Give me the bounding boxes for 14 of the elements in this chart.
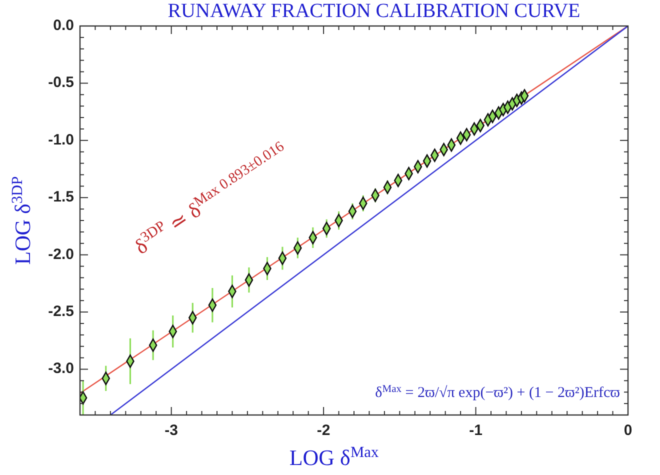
chart-title: RUNAWAY FRACTION CALIBRATION CURVE [168,0,580,22]
y-tick-label: 0.0 [53,16,74,34]
y-tick-label: -3.0 [48,360,74,378]
y-tick-label: -1.5 [48,188,74,206]
x-tick-label: -1 [469,422,482,439]
x-tick-label: -2 [316,422,330,439]
y-tick-label: -1.0 [48,131,74,148]
y-tick-label: -2.5 [48,303,74,320]
annotation: δ$^{Max}$ = 2ϖ/√π exp(−ϖ²) + (1 − 2ϖ²)Erfcϖ [375,384,620,401]
x-tick-label: 0 [624,422,632,439]
y-tick-label: -0.5 [48,74,74,92]
x-tick-label: -3 [164,422,178,439]
x-axis-title: LOG δ$^{Max}$ [289,444,379,470]
y-tick-label: -2.0 [48,246,74,263]
